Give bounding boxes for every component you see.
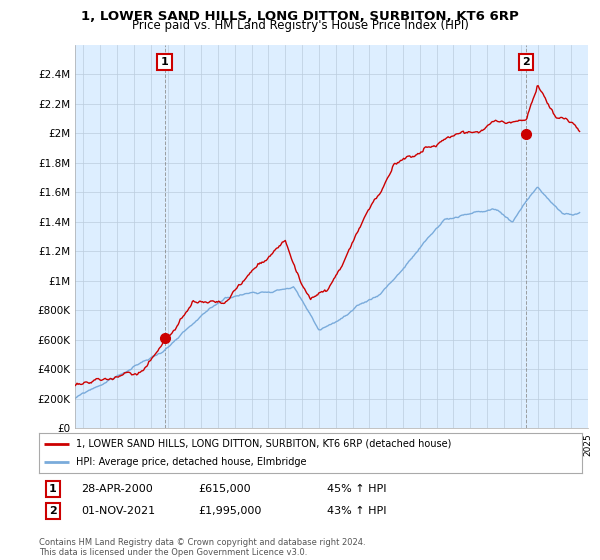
Text: £1,995,000: £1,995,000 <box>198 506 262 516</box>
Text: 1: 1 <box>161 57 169 67</box>
Text: 28-APR-2000: 28-APR-2000 <box>81 484 153 494</box>
Text: 2: 2 <box>523 57 530 67</box>
Text: 1, LOWER SAND HILLS, LONG DITTON, SURBITON, KT6 6RP (detached house): 1, LOWER SAND HILLS, LONG DITTON, SURBIT… <box>76 439 451 449</box>
Text: 43% ↑ HPI: 43% ↑ HPI <box>327 506 386 516</box>
Text: Contains HM Land Registry data © Crown copyright and database right 2024.
This d: Contains HM Land Registry data © Crown c… <box>39 538 365 557</box>
Text: HPI: Average price, detached house, Elmbridge: HPI: Average price, detached house, Elmb… <box>76 458 307 467</box>
Text: 2: 2 <box>49 506 56 516</box>
Text: 1: 1 <box>49 484 56 494</box>
Text: 45% ↑ HPI: 45% ↑ HPI <box>327 484 386 494</box>
Text: 01-NOV-2021: 01-NOV-2021 <box>81 506 155 516</box>
Text: Price paid vs. HM Land Registry's House Price Index (HPI): Price paid vs. HM Land Registry's House … <box>131 19 469 32</box>
Text: 1, LOWER SAND HILLS, LONG DITTON, SURBITON, KT6 6RP: 1, LOWER SAND HILLS, LONG DITTON, SURBIT… <box>81 10 519 22</box>
Text: £615,000: £615,000 <box>198 484 251 494</box>
